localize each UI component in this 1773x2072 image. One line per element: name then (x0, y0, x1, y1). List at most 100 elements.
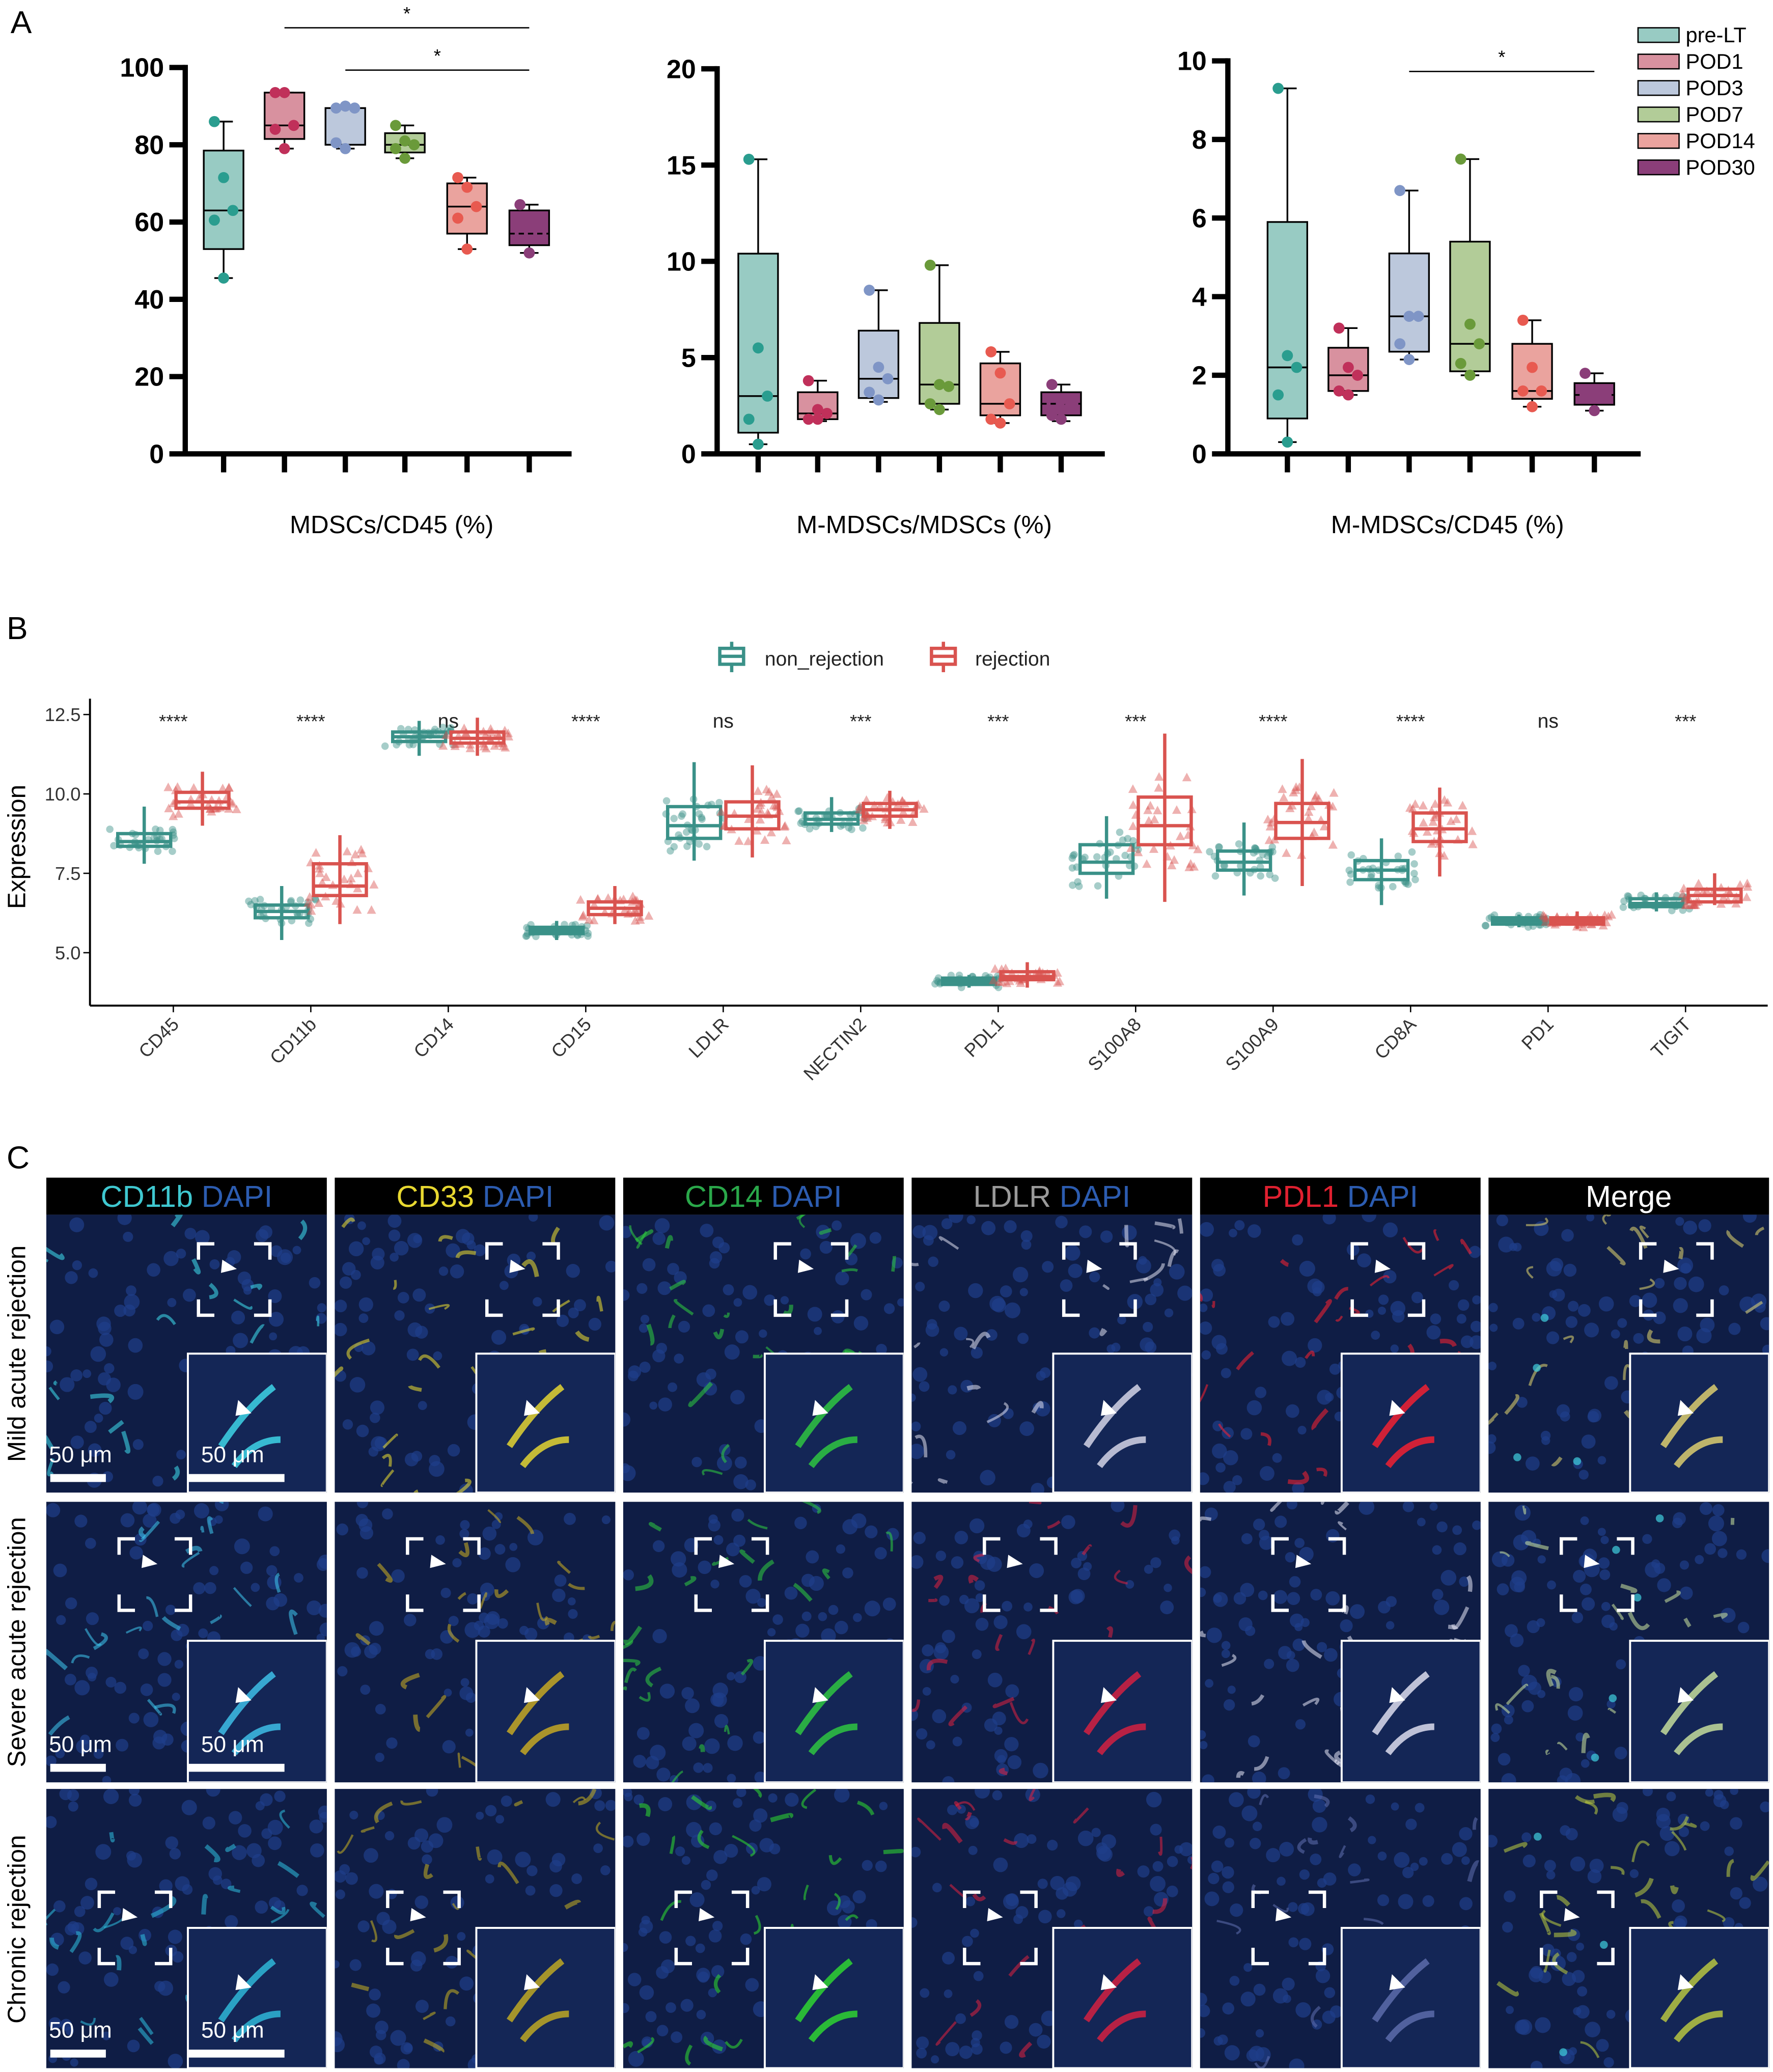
dapi-nucleus (916, 2048, 927, 2059)
inset-scale-bar-label: 50 μm (201, 1442, 264, 1468)
stained-signal (885, 1531, 893, 1552)
micrograph (911, 1214, 1193, 1493)
stained-signal (355, 1633, 371, 1646)
dapi-nucleus (388, 1229, 401, 1241)
jitter-point (670, 815, 678, 822)
arrowhead-icon (235, 1687, 252, 1703)
dapi-nucleus (911, 1846, 921, 1858)
stained-signal (732, 1835, 756, 1857)
jitter-point (628, 892, 638, 900)
stained-signal (1218, 1423, 1231, 1438)
jitter-point (287, 897, 295, 905)
dapi-nucleus (1362, 1214, 1377, 1223)
dapi-nucleus (652, 1540, 665, 1552)
stained-signal (948, 1705, 968, 1726)
dapi-nucleus (726, 1542, 740, 1557)
jitter-point (1081, 853, 1089, 861)
jitter-point (1686, 900, 1696, 909)
micrograph-image (623, 1214, 904, 1493)
stained-signal (942, 1822, 963, 1844)
box-pod7 (1449, 153, 1491, 381)
data-point (340, 143, 351, 154)
data-point (1272, 82, 1284, 94)
data-point (269, 87, 281, 98)
dapi-nucleus (202, 1816, 215, 1830)
dapi-nucleus (407, 1322, 423, 1337)
dapi-nucleus (1700, 1821, 1710, 1831)
box-non_rejection (522, 921, 592, 941)
data-point (1342, 389, 1354, 401)
stained-signal (568, 1583, 585, 1590)
arrowhead-icon (220, 1259, 237, 1273)
jitter-point (1128, 800, 1138, 809)
stained-signal (274, 1572, 281, 1593)
dapi-nucleus (698, 1560, 711, 1574)
stained-signal (1189, 1857, 1193, 1870)
dapi-nucleus (759, 1838, 774, 1853)
stained-signal (928, 1598, 938, 1603)
jitter-point (1309, 827, 1319, 837)
data-point (994, 367, 1006, 379)
dapi-nucleus (348, 1241, 364, 1257)
dapi-nucleus (88, 1443, 102, 1457)
jitter-point (1428, 817, 1438, 826)
dapi-nucleus (433, 1351, 442, 1361)
stained-signal (1581, 1732, 1590, 1753)
jitter-point (1439, 851, 1449, 860)
stained-signal (1554, 1929, 1577, 1938)
dapi-nucleus (1204, 1891, 1220, 1907)
dapi-nucleus (129, 1789, 140, 1796)
dapi-nucleus (552, 1588, 566, 1603)
y-tick-label: 10.0 (45, 784, 81, 805)
dapi-nucleus (932, 1883, 942, 1893)
dapi-nucleus (1012, 1266, 1029, 1283)
box-non_rejection (794, 797, 869, 834)
jitter-point (1268, 843, 1277, 851)
dapi-nucleus (681, 1856, 690, 1865)
jitter-point (1419, 818, 1428, 827)
dapi-nucleus (1213, 1594, 1222, 1603)
jitter-point (698, 815, 706, 823)
dapi-nucleus (1469, 1246, 1481, 1258)
box-iqr (324, 107, 366, 146)
data-point (1056, 394, 1067, 406)
dapi-nucleus (1573, 1569, 1586, 1583)
data-point (1394, 185, 1406, 197)
dapi-nucleus (1549, 1290, 1558, 1299)
dapi-nucleus (1316, 1642, 1327, 1652)
dapi-nucleus (70, 1369, 83, 1382)
dapi-nucleus (834, 1789, 850, 1803)
stained-signal (1116, 1868, 1125, 1877)
dapi-nucleus (1586, 1214, 1595, 1222)
data-point (743, 153, 755, 165)
dapi-nucleus (1568, 1687, 1584, 1702)
dapi-nucleus (67, 1789, 79, 1802)
dapi-nucleus (568, 1609, 578, 1619)
box-non_rejection (245, 886, 320, 940)
stained-signal (1236, 1351, 1254, 1371)
stained-signal (623, 1686, 627, 1691)
arrowhead-icon (1389, 1687, 1405, 1703)
dapi-nucleus (168, 1929, 182, 1944)
dapi-nucleus (60, 1377, 75, 1392)
stained-signal (578, 1789, 597, 1806)
box-pod7 (384, 120, 426, 164)
dapi-nucleus (1240, 1992, 1256, 2007)
dapi-nucleus (1509, 1242, 1517, 1251)
stained-signal (1745, 1301, 1763, 1314)
dapi-nucleus (1516, 2019, 1533, 2035)
x-tick-label: CD11b (266, 1014, 320, 1068)
y-tick-label: 40 (134, 285, 164, 315)
dapi-nucleus (702, 1304, 715, 1317)
data-point (1403, 354, 1415, 365)
dapi-nucleus (1645, 1562, 1661, 1578)
micrograph-image (335, 1502, 616, 1783)
stained-signal (233, 1299, 253, 1310)
stained-signal (1556, 1895, 1571, 1907)
significance-label: ns (713, 710, 734, 732)
data-point (1412, 311, 1424, 322)
dapi-nucleus (1700, 1317, 1715, 1333)
dapi-nucleus (349, 1959, 362, 1971)
dapi-nucleus (745, 1589, 761, 1604)
